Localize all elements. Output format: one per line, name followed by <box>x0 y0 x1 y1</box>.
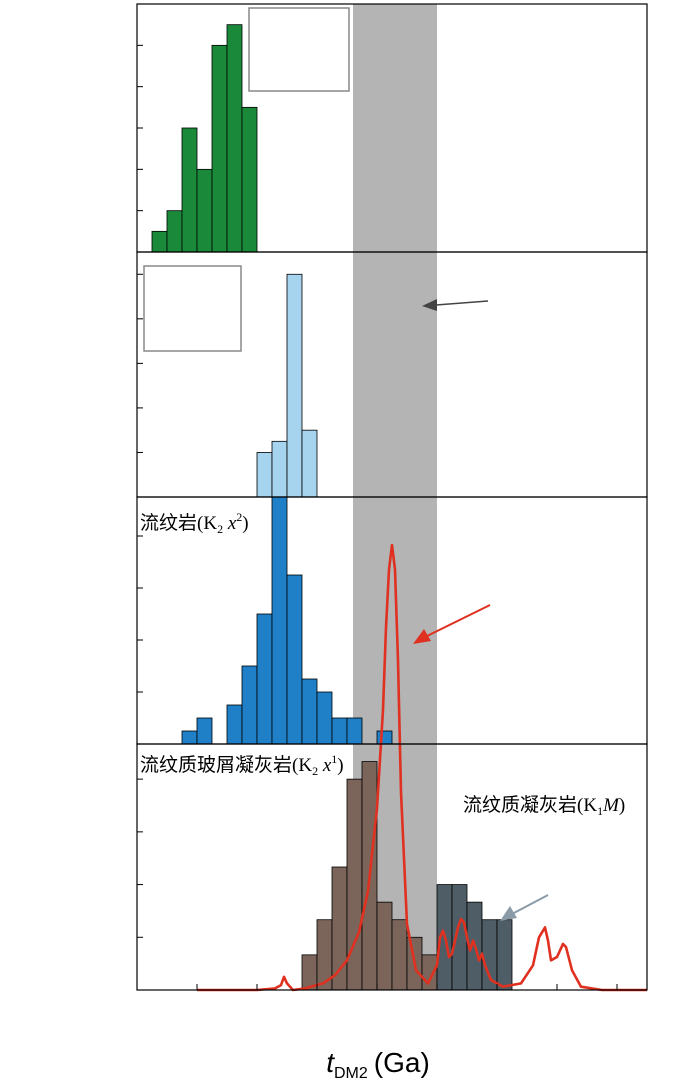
panel-3-bar <box>181 730 198 745</box>
panel-4-series-1-bar <box>376 901 393 991</box>
panel-3-label-sup: 2 <box>236 510 242 524</box>
panel-3-bar <box>226 704 243 745</box>
panel-4-series-1-label-line: 流纹质玻屑凝灰岩(K2 x1) <box>140 752 344 778</box>
panel-4-series-2-sub: 1 <box>597 804 603 818</box>
panel-4-series-2-rock: 流纹质凝灰岩(K <box>463 794 597 816</box>
x-axis-title-t: t <box>326 1047 335 1078</box>
panel-4-series-2-bar <box>451 884 468 991</box>
panel-2-label-box <box>143 265 242 352</box>
x-axis-title-subscript: DM2 <box>334 1065 368 1082</box>
panel-2-bar <box>286 273 303 498</box>
panel-3-bar <box>241 665 258 745</box>
panel-4-label-x: x <box>318 755 332 776</box>
x-axis-title: tDM2 (Ga) <box>326 1047 430 1082</box>
panel-4-series-2-bar <box>496 919 513 991</box>
panel-3-label-rock: 流纹岩(K <box>140 512 217 534</box>
panel-4-label-close: ) <box>337 755 343 776</box>
panel-3-bar <box>196 717 213 745</box>
panel-4-series-1-bar <box>346 778 363 991</box>
x-axis-title-unit: (Ga) <box>374 1047 430 1078</box>
panel-4-label-sup: 1 <box>331 752 337 766</box>
panel-4-series-2-label-line: 流纹质凝灰岩(K1M) <box>463 794 625 818</box>
panel-1-bar <box>196 168 213 253</box>
panel-4-series-1-rock: 流纹质玻屑凝灰岩(K <box>140 754 312 776</box>
spectrum-arrow-shaft <box>426 604 491 637</box>
panel-3-bar <box>346 717 363 745</box>
panel-3-bar <box>331 717 348 745</box>
panel-4-series-2-close: ) <box>619 795 625 816</box>
spectrum-arrow-head <box>413 629 431 644</box>
panel-3-label-sub: 2 <box>217 522 223 536</box>
panel-2-bar <box>256 452 273 498</box>
panel-2-bar <box>301 429 318 498</box>
panel-1-bar <box>166 210 183 253</box>
panel-4-label-sub: 2 <box>312 764 318 778</box>
panel-3-label-line: 流纹岩(K2 x2) <box>140 510 249 536</box>
age-band-arrow-head <box>422 299 437 311</box>
panel-3-bar <box>316 691 333 745</box>
panel-3-bar <box>301 678 318 745</box>
zircon-age-spectrum-line <box>197 543 647 992</box>
panel-3-bar <box>286 574 303 745</box>
panel-1-bar <box>241 106 258 253</box>
age-band-arrow-shaft <box>435 300 489 306</box>
panel-3-bar <box>256 613 273 745</box>
panel-4-frame <box>136 743 648 991</box>
series-2-arrow-shaft <box>511 894 549 915</box>
panel-4-series-2-m: M <box>602 795 620 816</box>
panel-3-bar <box>376 730 393 745</box>
panel-4-series-1-bar <box>391 919 408 991</box>
panel-1-label-box <box>248 7 350 92</box>
panel-3-label-close: ) <box>242 513 248 534</box>
panel-1-bar <box>211 44 228 253</box>
series-2-arrow-head <box>500 906 517 921</box>
panel-1-bar <box>181 127 198 253</box>
panel-1-bar <box>151 230 168 253</box>
panel-1-bar <box>226 24 243 253</box>
panel-2-bar <box>271 440 288 498</box>
panel-3-bar <box>271 496 288 745</box>
panel-3-label-x: x <box>223 513 237 534</box>
